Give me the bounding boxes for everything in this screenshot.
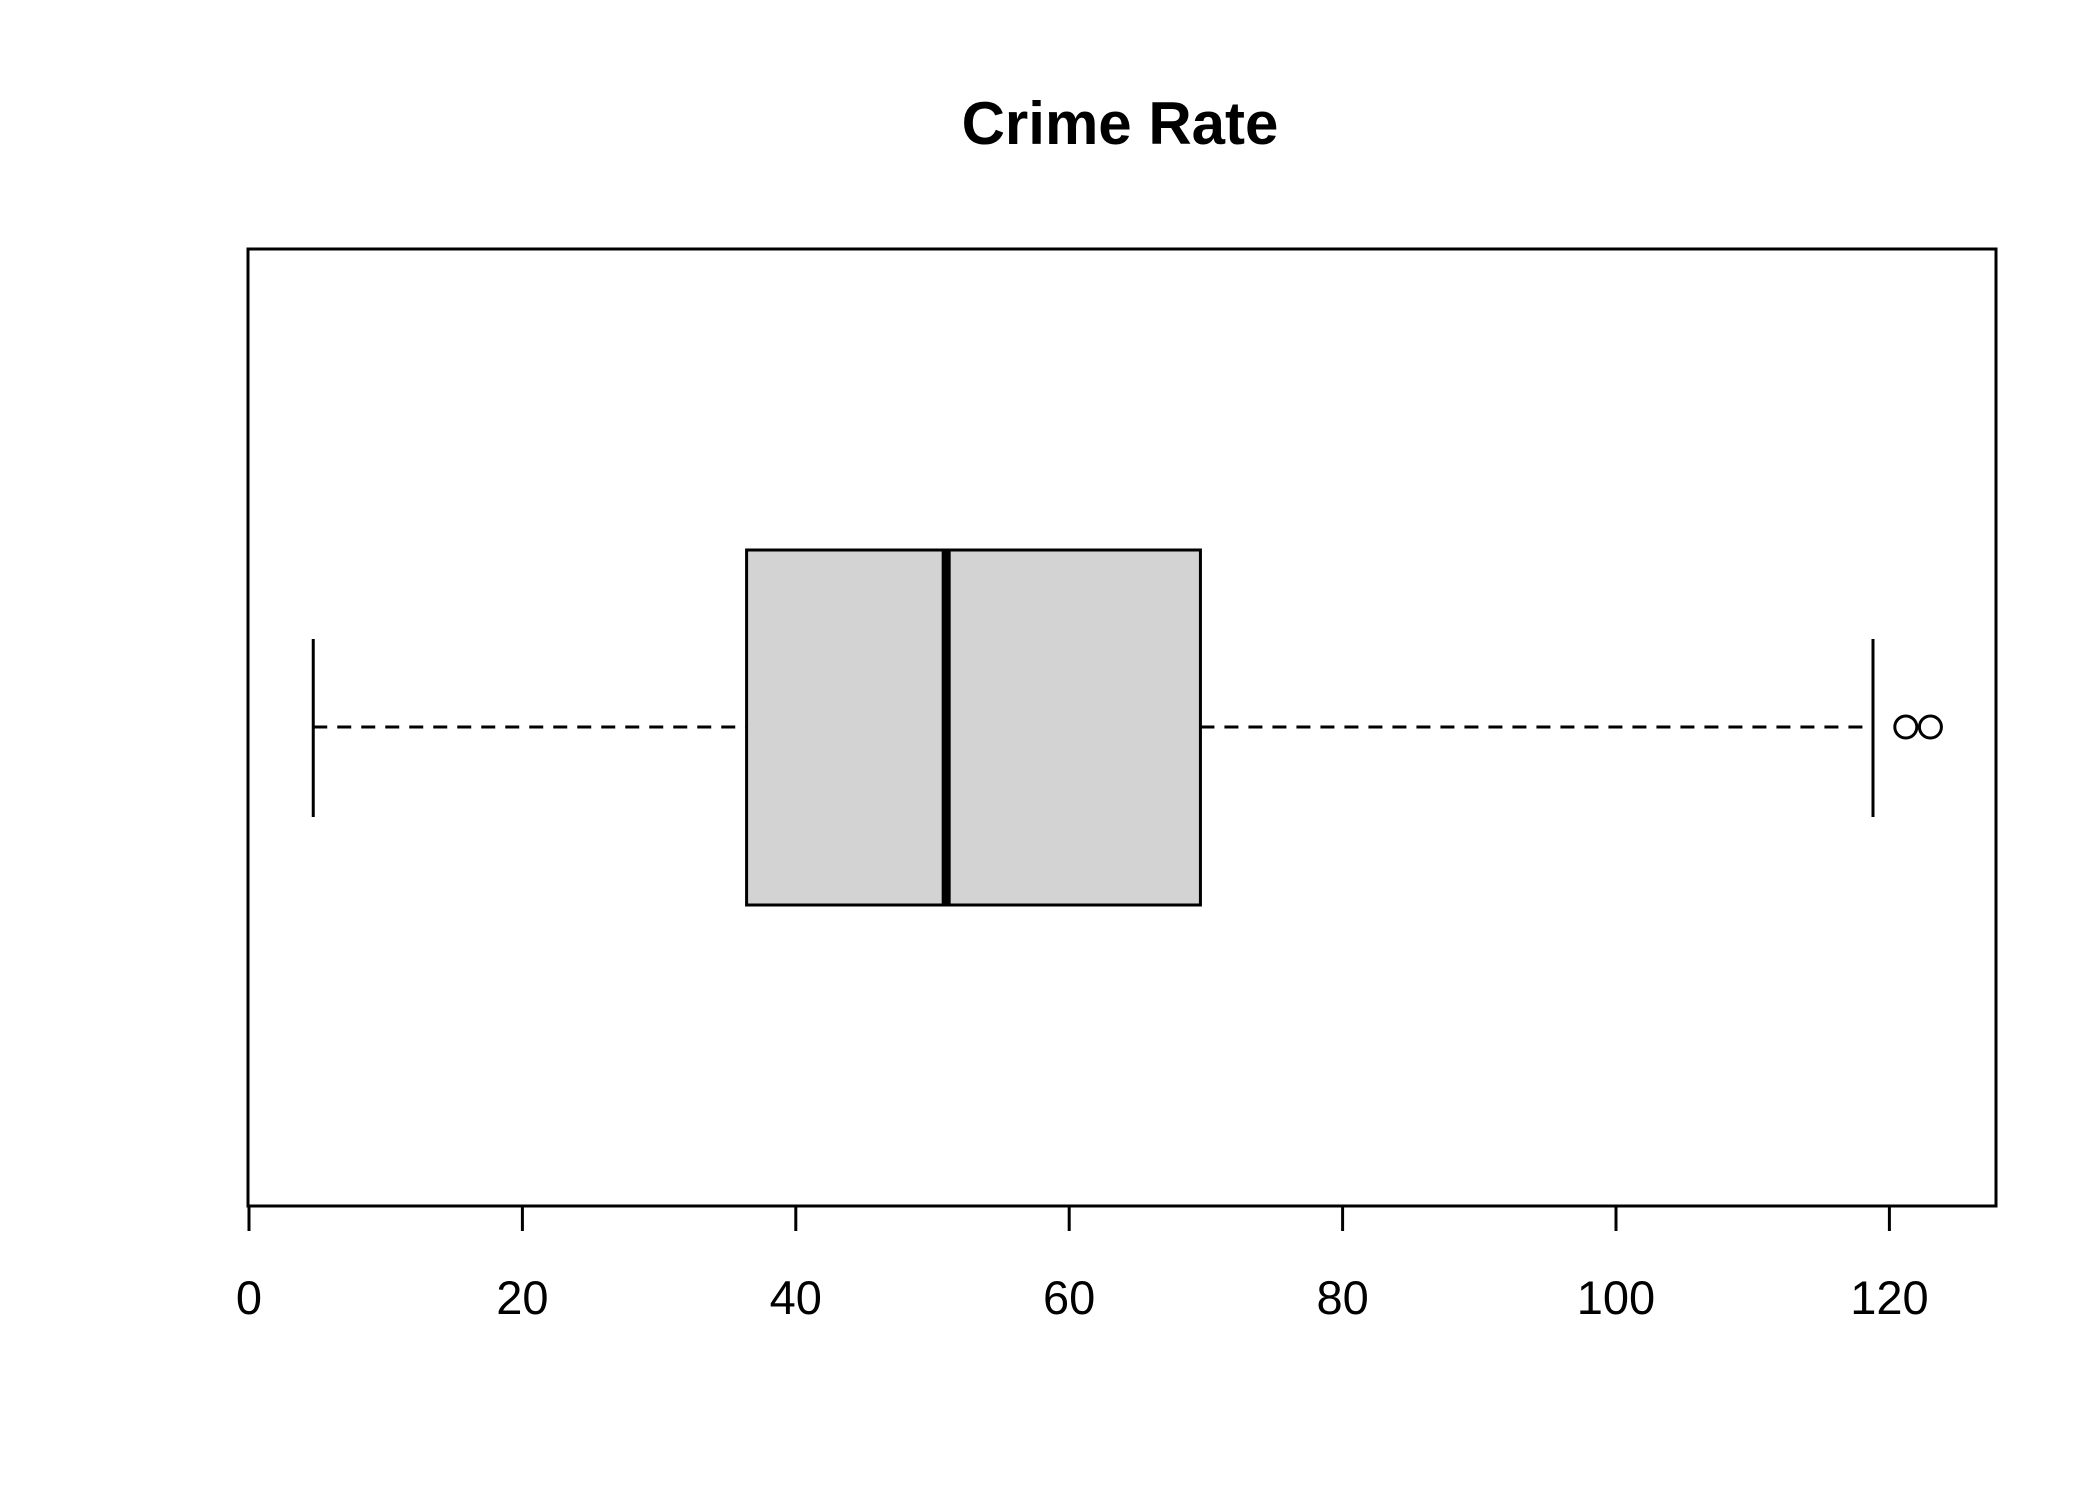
x-tick-label-40: 40 bbox=[770, 1271, 822, 1324]
x-tick-label-0: 0 bbox=[236, 1271, 262, 1324]
outlier-point-2 bbox=[1917, 714, 1943, 740]
x-tick-label-120: 120 bbox=[1850, 1271, 1928, 1324]
x-tick-label-100: 100 bbox=[1577, 1271, 1655, 1324]
x-tick-label-20: 20 bbox=[496, 1271, 548, 1324]
chart-title: Crime Rate bbox=[962, 90, 1279, 157]
x-tick-label-80: 80 bbox=[1316, 1271, 1368, 1324]
x-tick-label-60: 60 bbox=[1043, 1271, 1095, 1324]
iqr-box bbox=[745, 548, 1202, 907]
outlier-point-1 bbox=[1893, 714, 1919, 740]
